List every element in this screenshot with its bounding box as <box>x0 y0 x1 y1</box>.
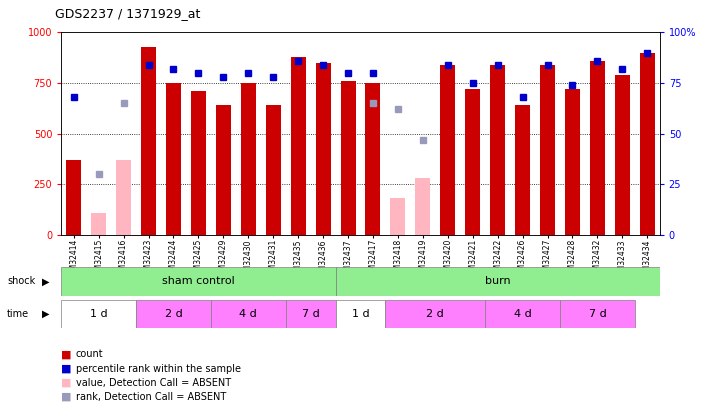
Bar <box>316 63 330 235</box>
Text: 2 d: 2 d <box>164 309 182 319</box>
Text: 4 d: 4 d <box>239 309 257 319</box>
Text: 1 d: 1 d <box>352 309 369 319</box>
Text: 7 d: 7 d <box>588 309 606 319</box>
Bar <box>340 81 355 235</box>
Text: ■: ■ <box>61 364 72 373</box>
Bar <box>191 91 206 235</box>
Bar <box>291 57 306 235</box>
Bar <box>560 300 634 328</box>
Bar <box>391 198 405 235</box>
Text: burn: burn <box>485 277 510 286</box>
Text: value, Detection Call = ABSENT: value, Detection Call = ABSENT <box>76 378 231 388</box>
Bar <box>485 300 560 328</box>
Bar <box>286 300 335 328</box>
Bar <box>386 300 485 328</box>
Bar <box>66 160 81 235</box>
Bar <box>565 89 580 235</box>
Text: 4 d: 4 d <box>513 309 531 319</box>
Bar <box>335 267 660 296</box>
Bar <box>640 53 655 235</box>
Text: 2 d: 2 d <box>426 309 444 319</box>
Bar <box>136 300 211 328</box>
Bar <box>61 267 335 296</box>
Bar <box>515 105 530 235</box>
Bar <box>61 300 136 328</box>
Bar <box>241 83 256 235</box>
Text: ▶: ▶ <box>42 309 49 319</box>
Bar <box>91 213 106 235</box>
Text: 1 d: 1 d <box>90 309 107 319</box>
Text: count: count <box>76 350 103 359</box>
Bar <box>335 300 386 328</box>
Bar <box>490 65 505 235</box>
Bar <box>366 83 381 235</box>
Text: ▶: ▶ <box>42 277 49 286</box>
Bar <box>441 65 455 235</box>
Bar <box>465 89 480 235</box>
Bar <box>615 75 630 235</box>
Bar <box>540 65 555 235</box>
Bar <box>166 83 181 235</box>
Text: percentile rank within the sample: percentile rank within the sample <box>76 364 241 373</box>
Text: GDS2237 / 1371929_at: GDS2237 / 1371929_at <box>56 7 200 20</box>
Text: ■: ■ <box>61 350 72 359</box>
Bar <box>266 105 280 235</box>
Text: time: time <box>7 309 30 319</box>
Text: rank, Detection Call = ABSENT: rank, Detection Call = ABSENT <box>76 392 226 402</box>
Bar <box>415 178 430 235</box>
Bar <box>211 300 286 328</box>
Text: shock: shock <box>7 277 35 286</box>
Text: ■: ■ <box>61 378 72 388</box>
Text: 7 d: 7 d <box>302 309 319 319</box>
Bar <box>141 47 156 235</box>
Bar <box>590 61 605 235</box>
Bar <box>216 105 231 235</box>
Text: ■: ■ <box>61 392 72 402</box>
Text: sham control: sham control <box>162 277 235 286</box>
Bar <box>116 160 131 235</box>
